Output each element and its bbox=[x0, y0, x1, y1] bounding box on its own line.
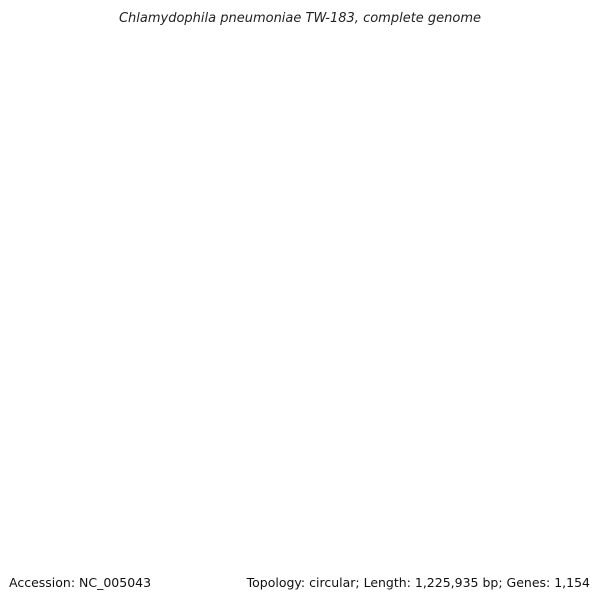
map-title: Chlamydophila pneumoniae TW-183, complet… bbox=[119, 11, 481, 26]
accession-text: Accession: NC_005043 bbox=[9, 575, 151, 590]
genome-summary-text: Topology: circular; Length: 1,225,935 bp… bbox=[246, 575, 590, 590]
